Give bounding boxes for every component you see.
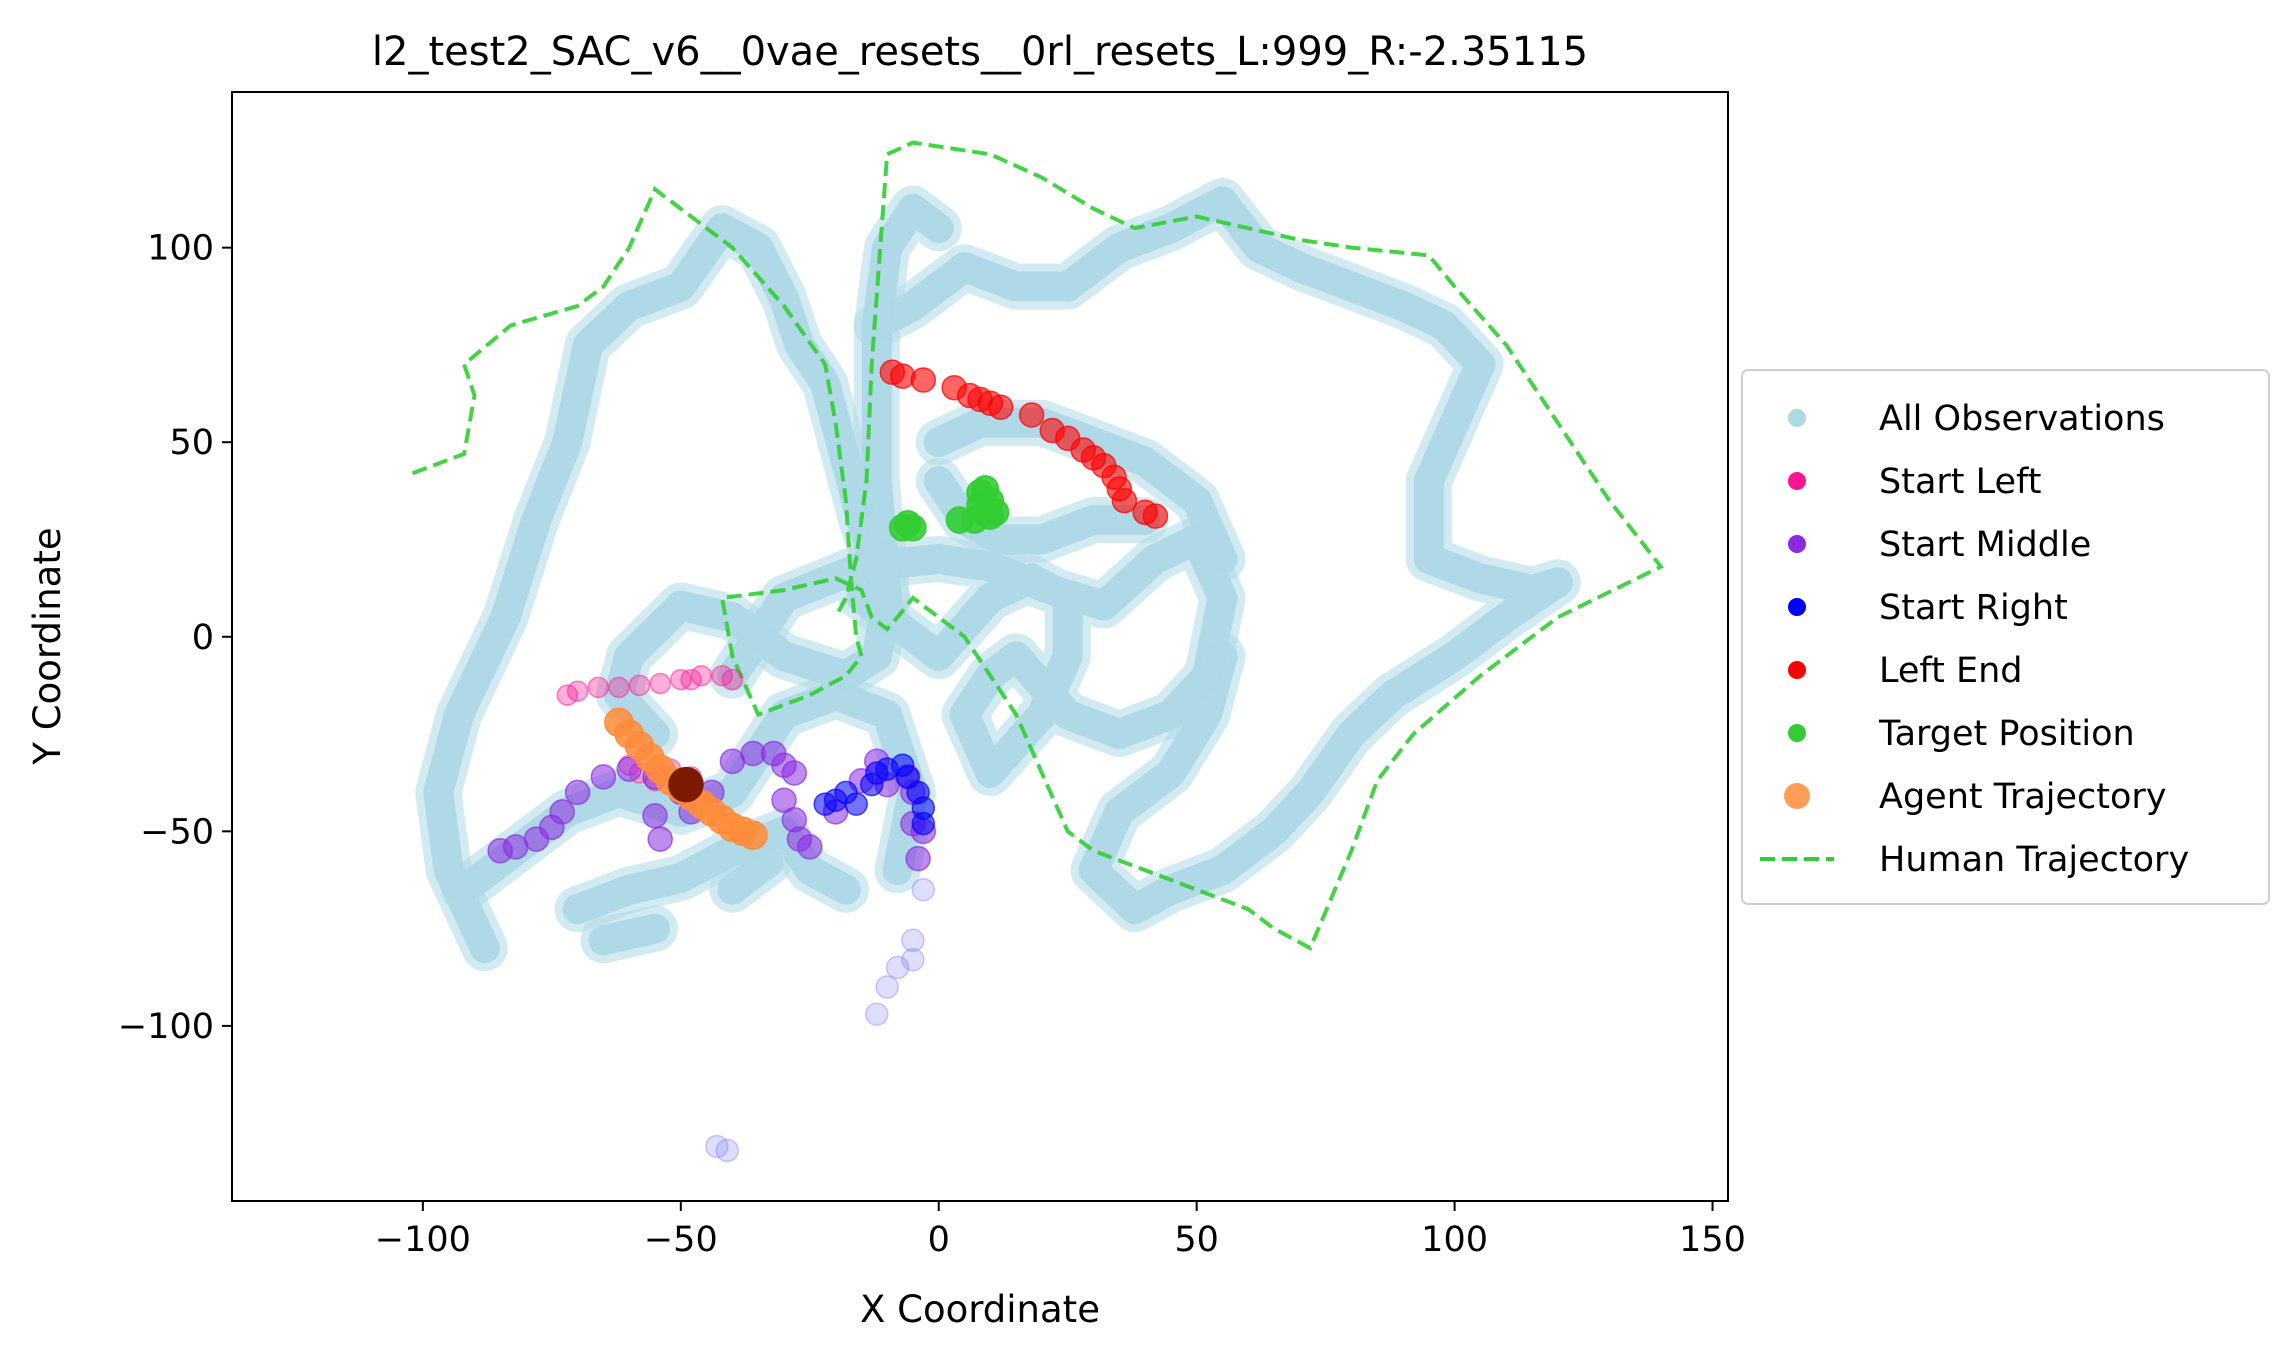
legend-marker <box>1788 535 1806 553</box>
legend-marker <box>1788 409 1806 427</box>
start-middle-point <box>642 803 668 829</box>
human-trajectory-line <box>411 140 1664 951</box>
start-left-point <box>649 672 671 695</box>
observation-band-core <box>923 407 1238 574</box>
left-end-point <box>987 394 1014 420</box>
legend-label: Human Trajectory <box>1879 840 2189 880</box>
x-tick-label: 100 <box>1421 1220 1488 1260</box>
legend-frame <box>1741 369 2270 905</box>
x-tick-label: −100 <box>375 1220 471 1260</box>
observation-band-core <box>423 213 903 964</box>
plot-frame <box>231 91 1729 1202</box>
y-axis-label: Y Coordinate <box>26 527 69 765</box>
left-end-point <box>910 367 937 393</box>
left-end-point <box>1018 402 1045 428</box>
start-middle-point <box>549 799 575 825</box>
start-right-point <box>885 955 910 980</box>
y-tick-label: 100 <box>147 229 214 269</box>
x-tick-label: −50 <box>644 1220 718 1260</box>
start-right-point <box>875 975 899 999</box>
start-right-point <box>715 1138 739 1163</box>
x-tick-label: 0 <box>928 1220 950 1260</box>
start-left-point <box>690 664 713 687</box>
y-tick-label: 0 <box>192 618 214 658</box>
legend-label: Target Position <box>1878 714 2135 754</box>
observation-band-core <box>562 816 861 925</box>
target-position-point <box>971 498 999 527</box>
start-middle-point <box>564 779 591 806</box>
start-middle-point <box>781 760 808 786</box>
start-left-point <box>566 680 589 702</box>
observation-band-core <box>717 524 1238 788</box>
observation-band-core <box>588 913 670 956</box>
left-end-point <box>889 363 916 389</box>
x-axis-label: X Coordinate <box>860 1288 1100 1331</box>
start-left-point <box>608 676 630 699</box>
left-end-point <box>1142 503 1169 529</box>
observation-band-core <box>717 847 784 905</box>
y-tick-label: −100 <box>118 1007 214 1047</box>
human-trajectory-series <box>411 140 1664 951</box>
start-right-point <box>844 792 868 816</box>
start-middle-point <box>797 834 823 860</box>
legend-marker <box>1788 472 1806 490</box>
legend-marker <box>1784 783 1810 809</box>
start-middle-point <box>905 845 931 872</box>
legend-label: Start Middle <box>1879 525 2091 565</box>
legend: All Observations Start Left Start Middle St… <box>1741 369 2270 905</box>
start-right-point <box>865 1002 889 1026</box>
legend-marker <box>1788 598 1806 616</box>
legend-label: Start Right <box>1879 588 2068 628</box>
start-right-point <box>901 947 925 972</box>
y-axis: −100 −50 0 50 100 <box>118 229 232 1047</box>
legend-marker <box>1788 724 1806 742</box>
legend-marker <box>1788 661 1806 679</box>
start-right-point <box>705 1134 729 1159</box>
start-middle-point <box>590 764 617 790</box>
start-right-point <box>911 877 936 902</box>
start-left-point <box>721 668 744 691</box>
point-series <box>487 359 1169 1163</box>
legend-label: Start Left <box>1879 462 2041 502</box>
left-end-point <box>1111 487 1138 514</box>
plot-area <box>411 140 1664 1163</box>
start-right-point <box>901 928 925 953</box>
legend-label: Agent Trajectory <box>1879 777 2167 817</box>
agent-trajectory-point <box>738 820 768 850</box>
y-tick-label: −50 <box>140 812 214 852</box>
start-middle-point <box>647 826 673 852</box>
agent-current-point <box>668 766 704 803</box>
target-position-point <box>899 514 927 542</box>
start-right-point <box>911 811 936 836</box>
legend-label: Left End <box>1879 651 2023 691</box>
x-tick-label: 50 <box>1174 1220 1219 1260</box>
chart-title: l2_test2_SAC_v6__0vae_resets__0rl_resets… <box>372 29 1588 75</box>
observation-band-core <box>861 186 1573 925</box>
start-left-point <box>628 674 651 697</box>
legend-label: All Observations <box>1879 399 2165 439</box>
x-axis: −100 −50 0 50 100 150 <box>375 1201 1746 1260</box>
x-tick-label: 150 <box>1679 1220 1746 1260</box>
y-tick-label: 50 <box>169 423 214 463</box>
start-left-point <box>587 676 610 699</box>
